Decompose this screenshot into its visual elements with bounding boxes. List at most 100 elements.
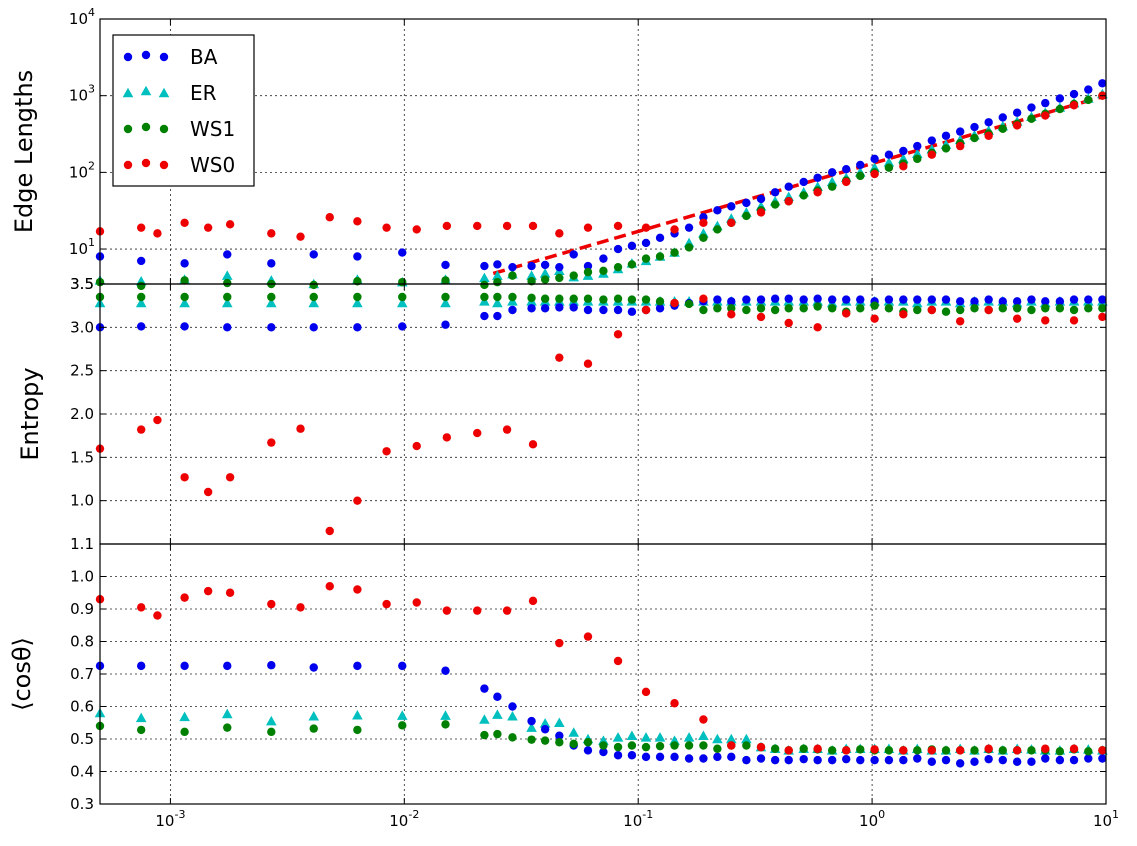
point-ws1	[223, 292, 232, 302]
point-ba	[856, 755, 865, 765]
point-ba	[599, 305, 608, 315]
point-ba	[756, 194, 766, 204]
point-ba	[267, 259, 276, 268]
point-ws0	[1041, 111, 1050, 120]
point-ws0	[699, 218, 708, 227]
point-ba	[813, 173, 822, 182]
point-er	[492, 297, 503, 308]
point-ba	[870, 154, 879, 164]
point-ba	[353, 323, 362, 332]
point-ba	[223, 323, 232, 332]
y-tick-label: 103	[69, 83, 95, 105]
point-ws0	[784, 197, 793, 206]
point-ba	[970, 757, 979, 766]
point-ws1	[508, 733, 517, 742]
point-er	[554, 717, 565, 727]
legend-marker-ws0	[141, 158, 151, 168]
legend-marker-er	[140, 85, 152, 96]
point-ws0	[813, 188, 822, 197]
point-ba	[1084, 295, 1093, 304]
point-ws0	[699, 715, 708, 724]
point-ba	[842, 295, 851, 304]
y-tick-label: 1.0	[70, 492, 94, 510]
point-ba	[756, 754, 766, 763]
point-ws1	[599, 741, 608, 750]
point-ba	[480, 311, 489, 321]
point-ba	[1098, 79, 1107, 88]
point-ba	[555, 731, 564, 740]
point-ba	[441, 320, 450, 329]
x-tick-label: 100	[859, 808, 885, 830]
point-ws1	[684, 299, 694, 309]
point-ba	[136, 322, 146, 331]
point-er	[179, 711, 190, 722]
point-ws0	[353, 217, 362, 226]
point-ba	[508, 305, 517, 315]
point-ws1	[441, 276, 450, 285]
point-ws1	[799, 304, 808, 313]
tick-labels: 3.51011021031041.11.01.52.02.53.03.50.30…	[69, 6, 1119, 830]
gridlines	[100, 19, 1106, 804]
point-ba	[1069, 755, 1079, 765]
point-ba	[1084, 754, 1093, 763]
point-er	[640, 732, 652, 742]
point-ws1	[527, 735, 536, 744]
point-ws1	[856, 745, 865, 754]
point-ws1	[998, 304, 1007, 313]
point-er	[352, 297, 363, 308]
point-ws1	[699, 305, 708, 315]
point-ws1	[398, 277, 407, 287]
point-ba	[856, 160, 865, 170]
point-ba	[641, 238, 651, 248]
point-ba	[955, 127, 965, 136]
point-ws1	[742, 741, 751, 750]
point-er	[479, 714, 490, 724]
point-ba	[569, 303, 578, 312]
legend-marker-ws0	[159, 160, 169, 170]
point-ws0	[442, 433, 452, 442]
point-ba	[1084, 85, 1093, 94]
point-ba	[1041, 98, 1050, 108]
point-ws1	[540, 736, 550, 745]
ylabel-edge: Edge Lengths	[10, 70, 38, 233]
y-tick-label: 3.5	[70, 275, 94, 293]
point-ba	[970, 122, 979, 132]
point-ws1	[813, 302, 822, 311]
point-ba	[1041, 754, 1050, 763]
point-ba	[684, 754, 694, 763]
point-ws1	[1055, 747, 1065, 756]
point-ws1	[613, 742, 623, 752]
point-er	[626, 730, 638, 740]
point-ws1	[770, 200, 780, 209]
point-ba	[1041, 297, 1050, 306]
point-ba	[480, 684, 489, 693]
point-ws1	[493, 729, 502, 739]
point-ws1	[441, 720, 450, 729]
point-ba	[1098, 754, 1107, 763]
point-ba	[613, 751, 623, 760]
y-tick-label: 1.1	[70, 535, 94, 553]
point-ba	[1069, 89, 1079, 99]
point-ws1	[1027, 305, 1036, 315]
point-ws0	[899, 162, 908, 171]
y-tick-label: 2.0	[70, 405, 94, 423]
point-ba	[309, 250, 318, 259]
point-er	[698, 730, 709, 740]
y-tick-label: 104	[69, 6, 95, 28]
point-ws0	[613, 330, 623, 339]
point-er	[396, 710, 408, 720]
point-ws1	[799, 744, 808, 753]
point-ba	[1055, 755, 1065, 765]
point-er	[221, 708, 233, 719]
point-ba	[599, 747, 608, 757]
point-ba	[713, 752, 722, 762]
point-ba	[527, 716, 536, 726]
point-ws0	[727, 310, 736, 319]
point-ws0	[225, 473, 235, 482]
point-ba	[842, 164, 851, 174]
point-er	[911, 148, 923, 158]
point-ba	[1012, 297, 1022, 306]
point-ba	[627, 751, 637, 760]
point-ba	[884, 295, 894, 304]
point-er	[654, 732, 666, 742]
